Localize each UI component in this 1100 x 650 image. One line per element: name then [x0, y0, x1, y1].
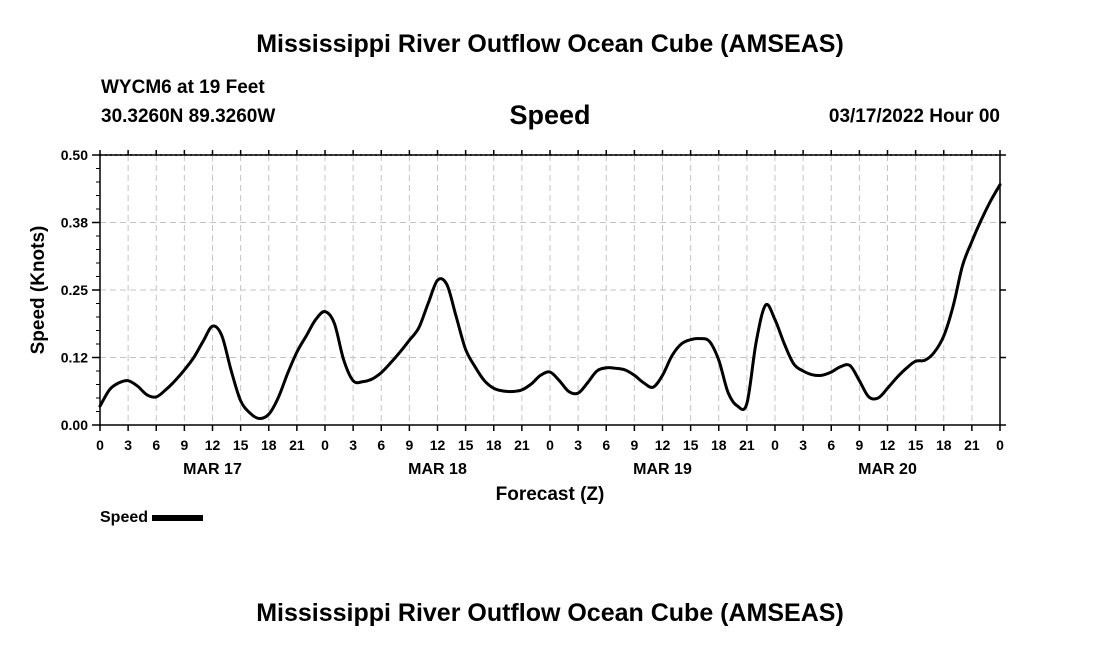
x-tick-label: 21 [964, 437, 980, 453]
x-tick-label: 18 [936, 437, 952, 453]
x-tick-label: 12 [880, 437, 896, 453]
x-tick-label: 9 [630, 437, 638, 453]
y-axis-label: Speed (Knots) [28, 226, 49, 355]
footer-title: Mississippi River Outflow Ocean Cube (AM… [256, 599, 844, 627]
y-tick-label: 0.50 [61, 147, 88, 163]
x-tick-label: 3 [799, 437, 807, 453]
series [98, 183, 1002, 421]
x-tick-label: 0 [321, 437, 329, 453]
y-tick-label: 0.00 [61, 417, 88, 433]
date-label: MAR 18 [408, 461, 467, 478]
x-tick-label: 0 [96, 437, 104, 453]
x-tick-label: 6 [377, 437, 385, 453]
x-tick-label: 3 [574, 437, 582, 453]
x-tick-label: 0 [996, 437, 1004, 453]
x-axis-label: Forecast (Z) [496, 484, 605, 505]
x-tick-label: 18 [711, 437, 727, 453]
x-tick-label: 21 [739, 437, 755, 453]
y-tick-label: 0.38 [61, 215, 88, 231]
x-tick-label: 6 [827, 437, 835, 453]
x-tick-label: 0 [771, 437, 779, 453]
x-tick-label: 3 [124, 437, 132, 453]
station-coordinates: 30.3260N 89.3260W [101, 106, 276, 127]
date-label: MAR 19 [633, 461, 692, 478]
legend-label: Speed [100, 509, 149, 526]
speed-series-line [98, 183, 1002, 421]
x-tick-label: 6 [152, 437, 160, 453]
x-tick-label: 0 [546, 437, 554, 453]
x-tick-label: 9 [855, 437, 863, 453]
chart-subtitle: Speed [509, 100, 591, 130]
date-label: MAR 20 [858, 461, 917, 478]
x-tick-label: 18 [261, 437, 277, 453]
x-tick-label: 6 [602, 437, 610, 453]
x-tick-label: 12 [205, 437, 221, 453]
x-tick-label: 9 [180, 437, 188, 453]
chart-title: Mississippi River Outflow Ocean Cube (AM… [256, 30, 844, 58]
x-tick-label: 3 [349, 437, 357, 453]
forecast-timestamp: 03/17/2022 Hour 00 [828, 106, 1000, 127]
legend: Speed [100, 509, 204, 527]
x-tick-label: 21 [514, 437, 530, 453]
x-tick-label: 9 [405, 437, 413, 453]
y-tick-label: 0.12 [61, 350, 88, 366]
legend-swatch [152, 515, 204, 521]
x-tick-label: 21 [289, 437, 305, 453]
x-tick-label: 15 [908, 437, 924, 453]
x-tick-label: 15 [233, 437, 249, 453]
x-tick-label: 15 [458, 437, 474, 453]
y-tick-label: 0.25 [61, 282, 88, 298]
date-label: MAR 17 [183, 461, 242, 478]
station-label: WYCM6 at 19 Feet [101, 77, 265, 98]
axes: 0.00 0.12 0.25 0.38 0.50 0 3 6 9 12 15 18 21 0 3 6 9 12 15… [28, 147, 1006, 505]
x-tick-label: 18 [486, 437, 502, 453]
x-tick-label: 15 [683, 437, 699, 453]
x-tick-label: 12 [430, 437, 446, 453]
x-tick-label: 12 [655, 437, 671, 453]
